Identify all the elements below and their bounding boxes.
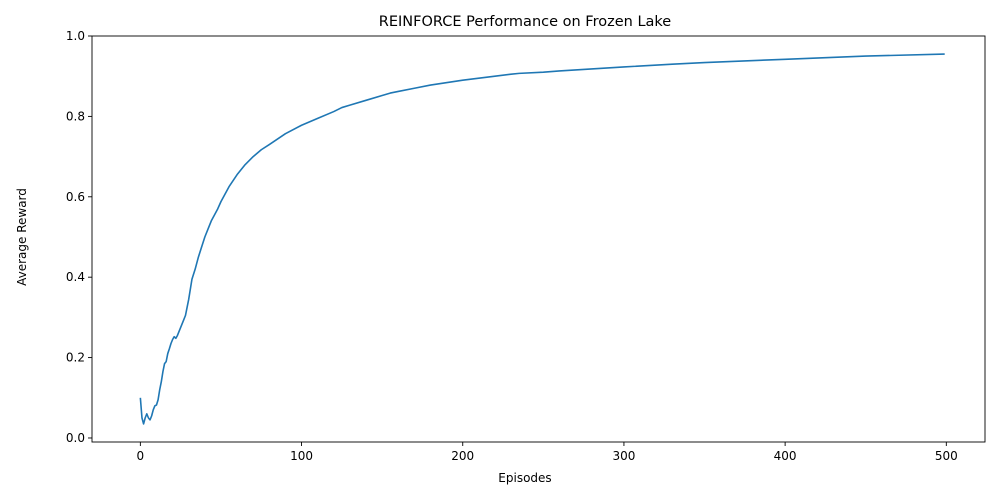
y-tick-label: 0.8 [66,109,85,123]
x-tick-label: 500 [935,449,958,463]
x-tick-label: 200 [451,449,474,463]
x-tick-label: 100 [290,449,313,463]
plot-frame [91,35,986,443]
plot-area [91,35,986,443]
series-line-0 [139,53,945,425]
y-tick-label: 0.0 [66,431,85,445]
y-tick-label: 0.2 [66,351,85,365]
x-tick-label: 400 [774,449,797,463]
y-axis-label: Average Reward [15,188,29,286]
x-tick-label: 300 [612,449,635,463]
y-tick-label: 0.4 [66,270,85,284]
y-tick-label: 0.6 [66,190,85,204]
chart-title: REINFORCE Performance on Frozen Lake [379,14,672,30]
y-tick-label: 1.0 [66,29,85,43]
x-axis-ticks: 0 100 200 300 400 500 [137,442,958,463]
x-tick-label: 0 [137,449,145,463]
x-axis-label: Episodes [498,471,551,485]
y-axis-ticks: 0.0 0.2 0.4 0.6 0.8 1.0 [66,29,92,445]
